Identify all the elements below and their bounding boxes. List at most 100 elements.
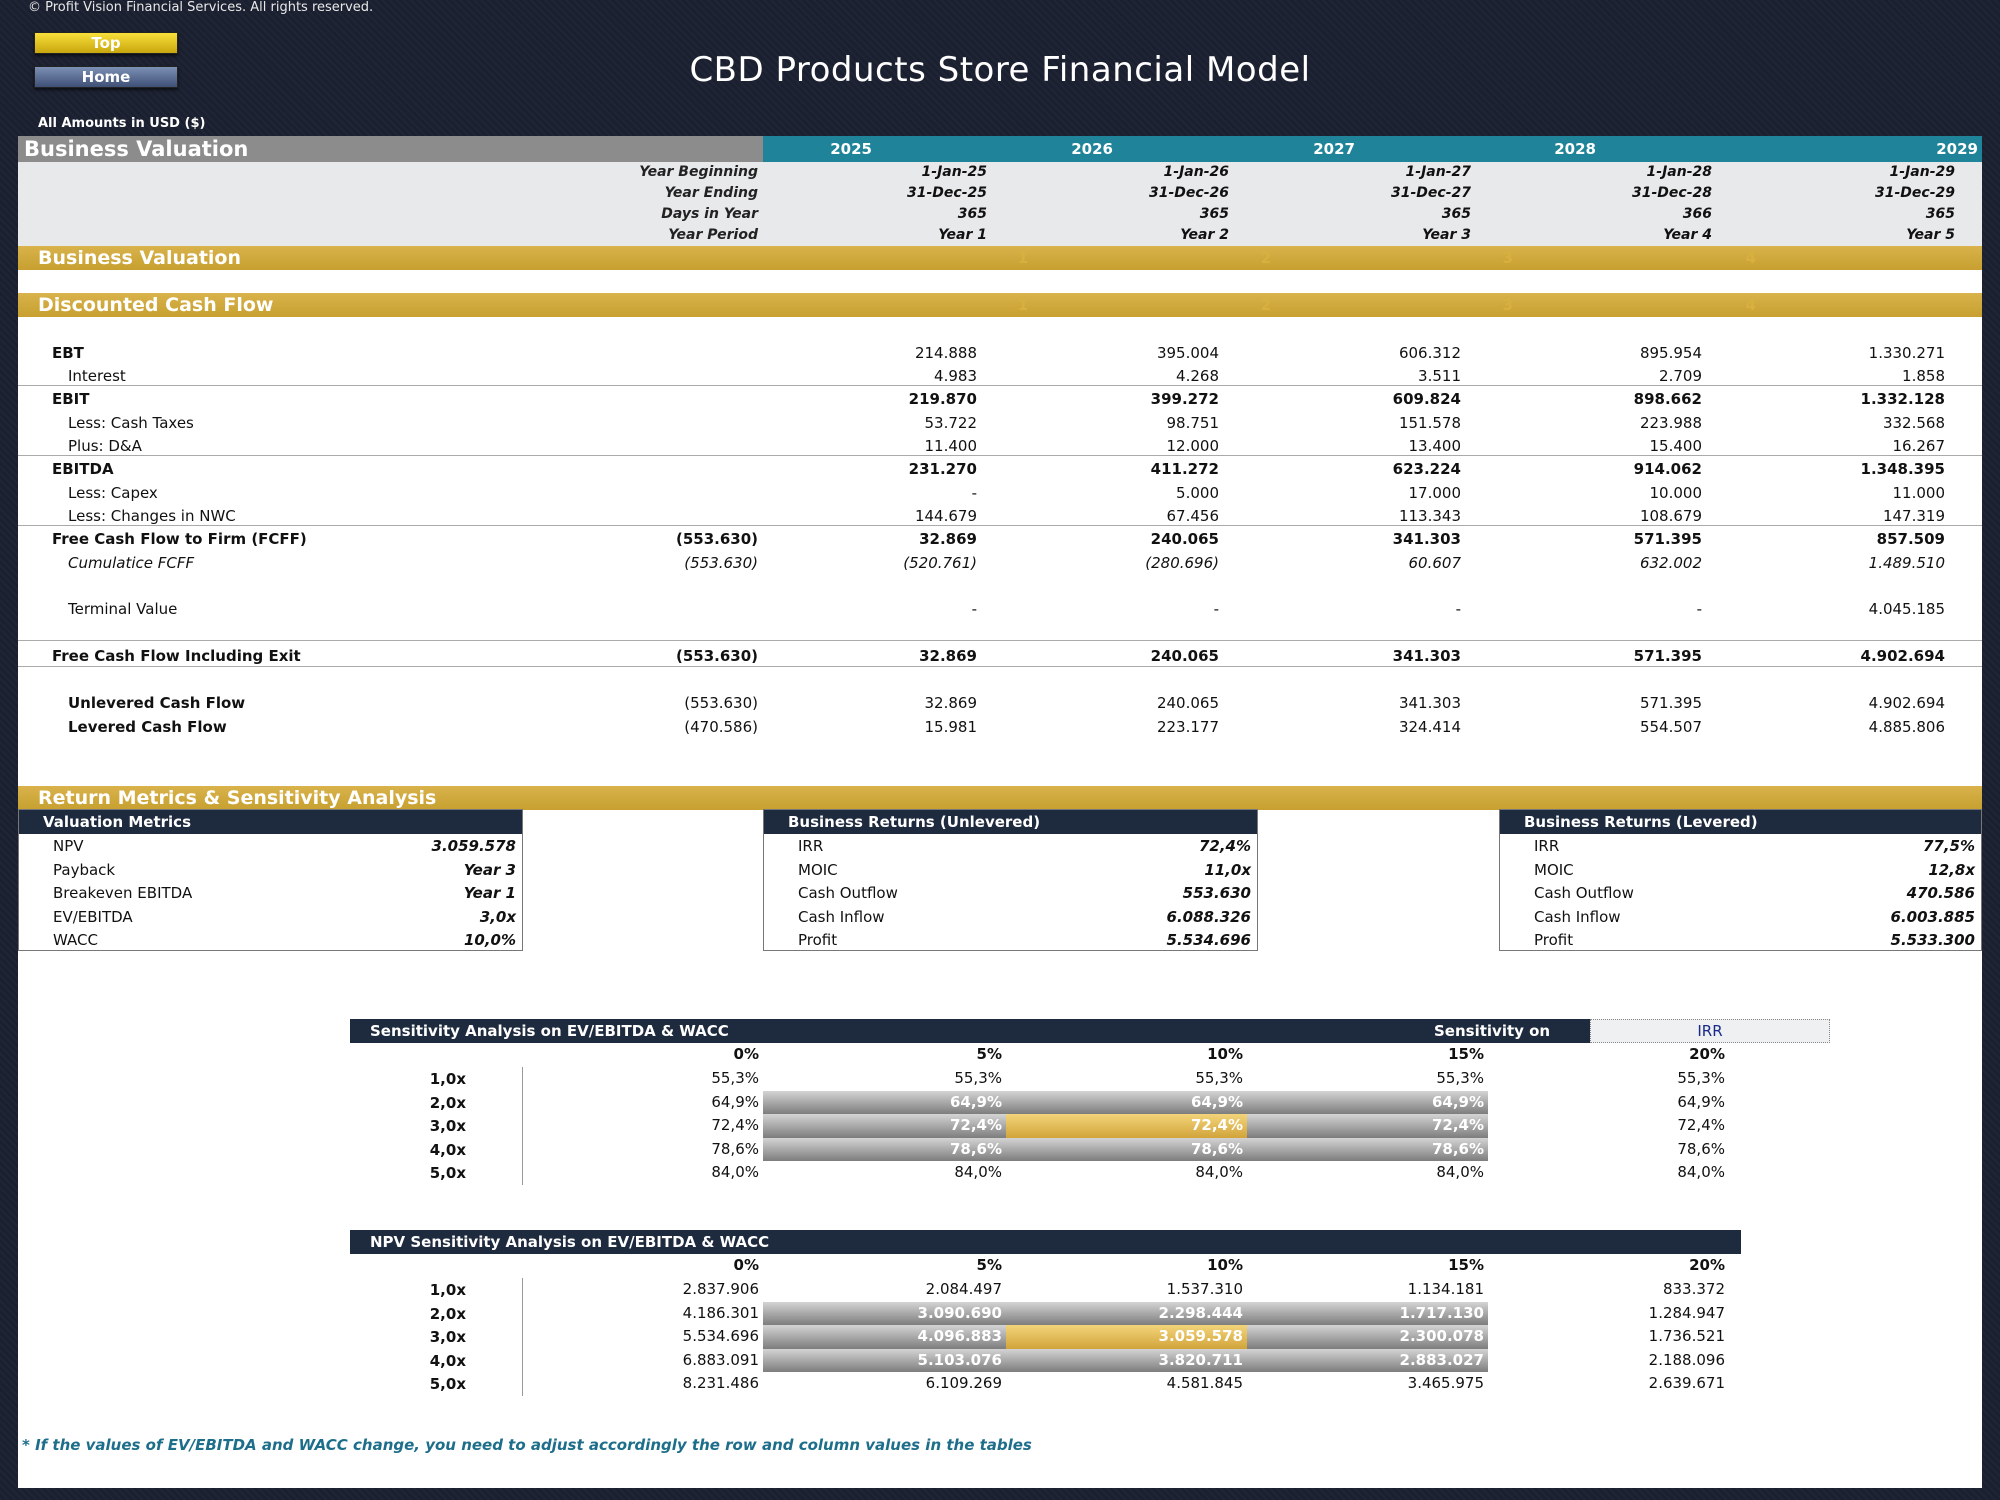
valuation-sheet: Business Valuation 2025 2026 2027 2028 2… [18, 136, 1982, 1488]
sensitivity-cell: 72,4% [1677, 1116, 1725, 1134]
metric-value: Year 1 [463, 884, 516, 902]
dcf-value: 4.902.694 [1860, 647, 1945, 665]
dcf-value: 219.870 [908, 390, 977, 408]
dcf-value: 53.722 [924, 414, 978, 432]
sensitivity-cell: 84,0% [1436, 1163, 1484, 1181]
year-header-band: 2025 2026 2027 2028 2029 [763, 136, 1982, 162]
dcf-value: 914.062 [1633, 460, 1702, 478]
sensitivity-col-header: 15% [1448, 1256, 1484, 1274]
dcf-initial-value: (553.630) [684, 554, 758, 572]
sensitivity-cell: 8.231.486 [682, 1374, 759, 1392]
dcf-value: 98.751 [1166, 414, 1220, 432]
return-metrics-bar: Return Metrics & Sensitivity Analysis [18, 786, 1982, 810]
period-value: 31-Dec-26 [1148, 185, 1229, 201]
sensitivity-cell: 55,3% [711, 1069, 759, 1087]
period-row-label: Year Period [668, 227, 758, 243]
dcf-row-label: Levered Cash Flow [68, 718, 227, 736]
business-valuation-bar: Business Valuation 1 2 3 4 5 [18, 246, 1982, 270]
sensitivity-cell: 1.736.521 [1648, 1327, 1725, 1345]
metric-row: Cash Inflow 6.003.885 [1500, 905, 1981, 929]
irr-sensitivity-title: Sensitivity Analysis on EV/EBITDA & WACC [370, 1022, 729, 1040]
dcf-value: 17.000 [1408, 484, 1462, 502]
metric-value: 3,0x [479, 907, 516, 926]
page-title: CBD Products Store Financial Model [689, 50, 1311, 90]
dcf-value: - [1696, 600, 1702, 618]
dcf-value: 4.268 [1176, 367, 1219, 385]
period-number: 5 [1958, 246, 1982, 270]
dcf-value: (280.696) [1145, 554, 1219, 572]
metric-value: 5.533.300 [1890, 931, 1975, 949]
dcf-value: 571.395 [1639, 694, 1702, 712]
metric-row: MOIC 12,8x [1500, 858, 1981, 882]
dcf-row-label: EBIT [52, 390, 90, 408]
dcf-value: - [971, 600, 977, 618]
sensitivity-cell: 78,6% [711, 1139, 759, 1158]
sensitivity-cell: 5.103.076 [763, 1348, 1006, 1372]
row-divider [18, 455, 1982, 456]
sensitivity-col-header: 15% [1448, 1045, 1484, 1063]
dcf-row-label: Free Cash Flow Including Exit [52, 647, 301, 665]
dcf-row-label: Free Cash Flow to Firm (FCFF) [52, 530, 307, 548]
sensitivity-col-header: 10% [1207, 1256, 1243, 1274]
dcf-value: 341.303 [1392, 647, 1461, 665]
period-value: 365 [1199, 206, 1229, 222]
sensitivity-cell: 64,9% [1677, 1092, 1725, 1111]
bar-label: Return Metrics & Sensitivity Analysis [38, 787, 437, 809]
row-divider [18, 640, 1982, 641]
period-value: Year 5 [1906, 227, 1955, 243]
sensitivity-cell: 2.639.671 [1648, 1374, 1725, 1392]
returns-levered-title: Business Returns (Levered) [1500, 810, 1981, 834]
period-row-label: Year Beginning [639, 164, 758, 180]
sensitivity-row-header: 1,0x [429, 1281, 466, 1299]
metric-label: Breakeven EBITDA [53, 884, 193, 902]
table-divider [522, 1278, 523, 1396]
sensitivity-cell: 64,9% [711, 1092, 759, 1111]
sensitivity-cell: 1.134.181 [1407, 1280, 1484, 1298]
sensitivity-row-header: 5,0x [429, 1164, 466, 1182]
metric-label: Profit [1534, 931, 1574, 949]
metric-row: Payback Year 3 [19, 858, 522, 882]
returns-levered-box: Business Returns (Levered) IRR 77,5% MOIC 1… [1499, 809, 1982, 951]
metric-label: IRR [798, 837, 824, 855]
dcf-value: 609.824 [1392, 390, 1461, 408]
metric-row: NPV 3.059.578 [19, 834, 522, 858]
dcf-row-label: Unlevered Cash Flow [68, 694, 246, 712]
metric-label: MOIC [1534, 860, 1574, 879]
sensitivity-cell: 64,9% [1006, 1090, 1247, 1114]
metric-label: Cash Outflow [798, 884, 898, 902]
sensitivity-cell: 55,3% [1195, 1069, 1243, 1087]
metric-value: 12,8x [1928, 860, 1975, 879]
sensitivity-cell: 2.837.906 [682, 1280, 759, 1298]
irr-sensitivity-header: Sensitivity Analysis on EV/EBITDA & WACC… [350, 1019, 1830, 1043]
sensitivity-cell: 78,6% [1677, 1139, 1725, 1158]
dcf-row-label: EBITDA [52, 460, 114, 478]
dcf-value: 240.065 [1150, 647, 1219, 665]
sensitivity-cell: 1.284.947 [1648, 1303, 1725, 1322]
sensitivity-col-header: 5% [976, 1045, 1002, 1063]
period-value: Year 2 [1180, 227, 1229, 243]
dcf-value: 32.869 [924, 694, 978, 712]
sensitivity-cell: 2.188.096 [1648, 1350, 1725, 1369]
metric-row: Profit 5.534.696 [764, 928, 1257, 952]
dcf-value: 12.000 [1166, 437, 1220, 455]
period-value: 1-Jan-26 [1163, 164, 1229, 180]
sensitivity-cell: 833.372 [1662, 1280, 1725, 1298]
dcf-value: 4.045.185 [1868, 600, 1945, 618]
dcf-value: 32.869 [919, 530, 977, 548]
dcf-value: 4.983 [934, 367, 977, 385]
dcf-row-label: Interest [68, 367, 126, 385]
row-divider [18, 385, 1982, 386]
bar-label: Business Valuation [38, 247, 241, 269]
top-button[interactable]: Top [34, 32, 178, 54]
dcf-value: 554.507 [1639, 718, 1702, 736]
dcf-value: 395.004 [1156, 344, 1219, 362]
sensitivity-metric-select[interactable]: IRR [1590, 1019, 1830, 1043]
period-info-band [18, 162, 1982, 246]
dcf-value: 411.272 [1150, 460, 1219, 478]
dcf-value: 113.343 [1398, 507, 1461, 525]
metric-value: 10,0% [463, 931, 516, 949]
home-button[interactable]: Home [34, 66, 178, 88]
dcf-row-label: Cumulatice FCFF [68, 554, 195, 572]
metric-value: 77,5% [1922, 837, 1975, 855]
sensitivity-on-label: Sensitivity on [1434, 1022, 1551, 1040]
